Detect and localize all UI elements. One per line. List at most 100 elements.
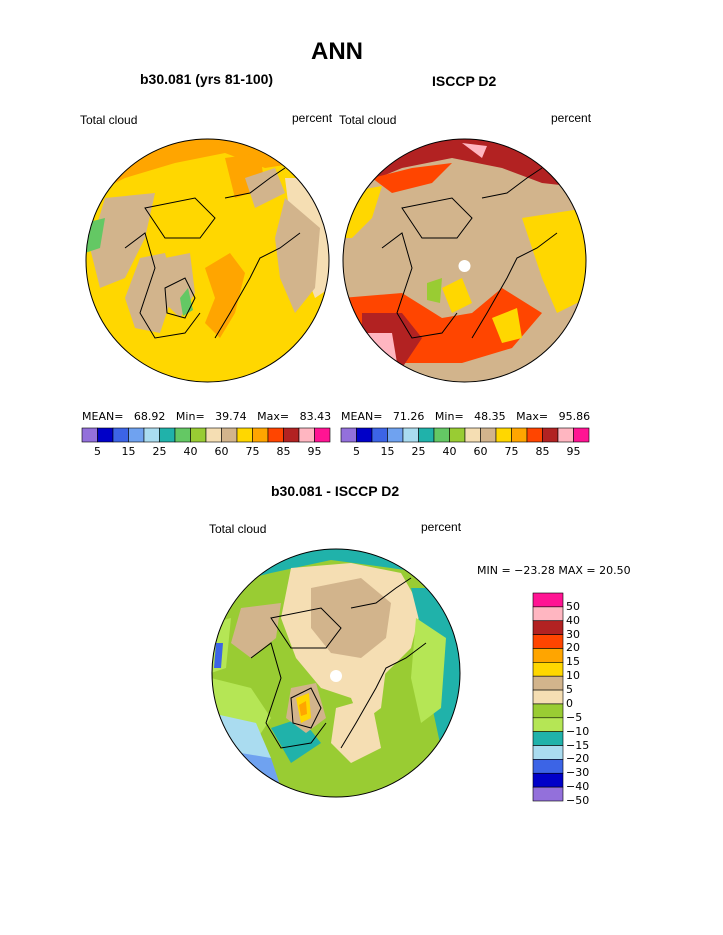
page-title: ANN (311, 38, 363, 65)
colorbar-swatch (532, 634, 564, 649)
colorbar-swatch (532, 717, 564, 732)
colorbar-swatch (221, 427, 238, 443)
colorbar-tick-label: 15 (566, 655, 580, 669)
obs-stats: MEAN= 71.26 Min= 48.35 Max= 95.86 (341, 410, 590, 423)
colorbar-swatch (495, 427, 512, 443)
colorbar-swatch (532, 592, 564, 608)
colorbar-tick-label: 5 (566, 683, 573, 697)
max-value: 83.43 (299, 410, 332, 423)
colorbar-tick-label: −40 (566, 780, 590, 794)
colorbar-swatch (252, 427, 269, 443)
colorbar-tick-label: −15 (566, 738, 590, 752)
colorbar-swatch (81, 427, 98, 443)
mean-value: 68.92 (133, 410, 166, 423)
obs-colorbar-ticks: 5 15 25 40 60 75 85 95 (341, 445, 589, 459)
colorbar-tick-label: 0 (566, 696, 573, 710)
colorbar-tick-label: 50 (566, 599, 580, 613)
colorbar-tick-label: 15 (121, 445, 136, 458)
min-value: 48.35 (474, 410, 506, 423)
colorbar-swatch (174, 427, 191, 443)
diff-polar-map (211, 548, 461, 798)
colorbar-swatch (143, 427, 160, 443)
colorbar-swatch (402, 427, 419, 443)
colorbar-tick-label: 10 (566, 669, 580, 683)
colorbar-swatch (532, 689, 564, 705)
min-label: Min= (175, 410, 205, 423)
diff-colorbar (532, 592, 564, 802)
colorbar-tick-label: 30 (566, 627, 580, 641)
diff-minmax: MIN = −23.28 MAX = 20.50 (477, 564, 631, 577)
colorbar-swatch (340, 427, 357, 443)
colorbar-swatch (526, 427, 543, 443)
colorbar-swatch (449, 427, 466, 443)
colorbar-tick-label: 95 (566, 445, 581, 458)
colorbar-tick-label: 85 (276, 445, 291, 458)
colorbar-swatch (532, 772, 564, 788)
min-label: Min= (434, 410, 464, 423)
colorbar-swatch (532, 675, 564, 691)
colorbar-tick-label: 40 (442, 445, 457, 458)
min-value: 39.74 (215, 410, 247, 423)
obs-units-label: percent (551, 111, 592, 125)
colorbar-tick-label: 60 (214, 445, 229, 458)
colorbar-tick-label: 95 (307, 445, 322, 458)
colorbar-tick-label: 15 (380, 445, 395, 458)
colorbar-tick-label: 5 (353, 445, 360, 458)
colorbar-tick-label: 75 (504, 445, 519, 458)
colorbar-swatch (542, 427, 559, 443)
colorbar-swatch (314, 427, 331, 443)
obs-panel-subtitle: ISCCP D2 (432, 73, 497, 89)
colorbar-tick-label: −5 (566, 710, 583, 724)
colorbar-swatch (532, 620, 564, 635)
colorbar-swatch (511, 427, 528, 443)
colorbar-swatch (371, 427, 388, 443)
colorbar-tick-label: 60 (473, 445, 488, 458)
diff-units-label: percent (421, 520, 462, 534)
colorbar-tick-label: 5 (94, 445, 101, 458)
colorbar-tick-label: −30 (566, 766, 590, 780)
colorbar-swatch (159, 427, 176, 443)
colorbar-swatch (532, 731, 564, 746)
obs-colorbar (340, 427, 590, 443)
colorbar-swatch (573, 427, 590, 443)
colorbar-swatch (283, 427, 300, 443)
colorbar-swatch (298, 427, 315, 443)
colorbar-swatch (532, 786, 564, 802)
diff-variable-label: Total cloud (209, 522, 267, 536)
colorbar-swatch (532, 606, 564, 622)
colorbar-tick-label: −20 (566, 752, 590, 766)
colorbar-tick-label: 20 (566, 641, 580, 655)
model-panel-subtitle: b30.081 (yrs 81-100) (140, 71, 274, 87)
colorbar-swatch (418, 427, 435, 443)
colorbar-tick-label: 85 (535, 445, 550, 458)
obs-polar-map (342, 138, 587, 383)
model-variable-label: Total cloud (80, 113, 138, 127)
mean-label: MEAN= (82, 410, 124, 423)
colorbar-swatch (557, 427, 574, 443)
model-polar-map (85, 138, 330, 383)
colorbar-tick-label: −10 (566, 724, 590, 738)
colorbar-swatch (433, 427, 450, 443)
colorbar-swatch (532, 703, 564, 719)
colorbar-tick-label: 40 (566, 613, 580, 627)
model-stats: MEAN= 68.92 Min= 39.74 Max= 83.43 (82, 410, 331, 423)
colorbar-swatch (205, 427, 222, 443)
colorbar-tick-label: −50 (566, 794, 590, 807)
max-label: Max= (257, 410, 290, 423)
colorbar-swatch (267, 427, 284, 443)
colorbar-tick-label: 75 (245, 445, 260, 458)
colorbar-swatch (532, 745, 564, 760)
colorbar-swatch (464, 427, 481, 443)
mean-label: MEAN= (341, 410, 383, 423)
max-value: 95.86 (558, 410, 591, 423)
colorbar-swatch (356, 427, 373, 443)
model-units-label: percent (292, 111, 333, 125)
max-label: Max= (516, 410, 549, 423)
model-colorbar-ticks: 5 15 25 40 60 75 85 95 (82, 445, 330, 459)
colorbar-tick-label: 25 (152, 445, 167, 458)
mean-value: 71.26 (392, 410, 425, 423)
colorbar-swatch (112, 427, 129, 443)
colorbar-swatch (97, 427, 114, 443)
colorbar-tick-label: 40 (183, 445, 198, 458)
colorbar-tick-label: 25 (411, 445, 426, 458)
